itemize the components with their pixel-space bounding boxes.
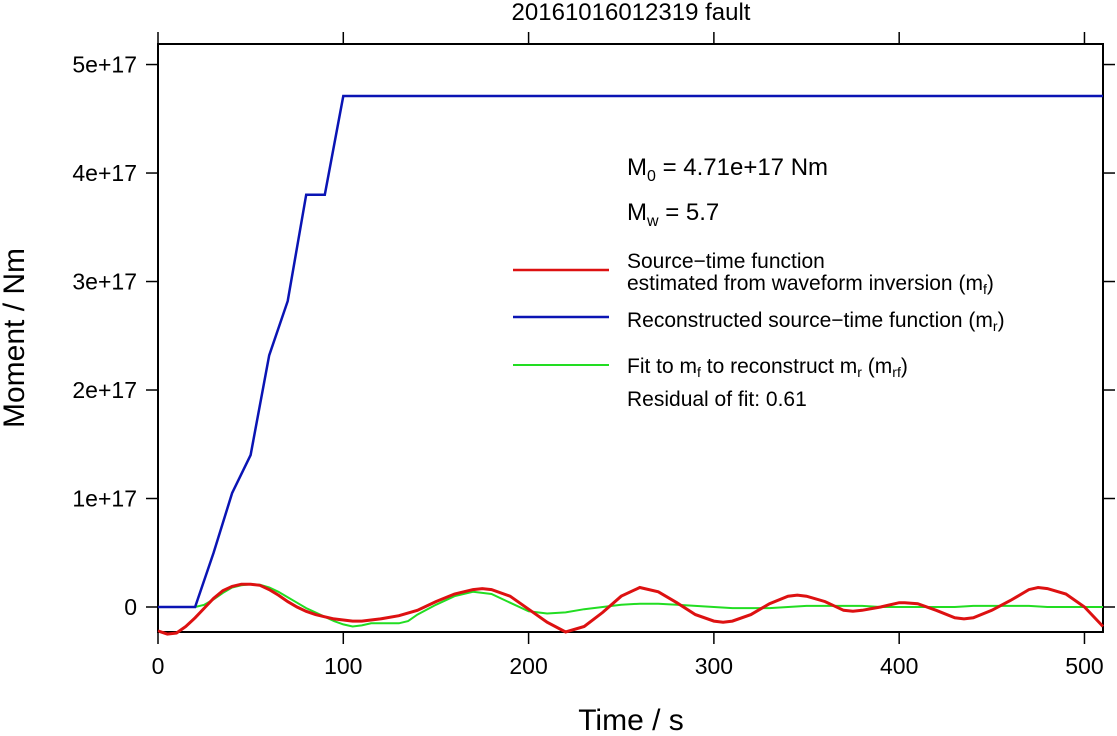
- x-tick-label: 400: [880, 653, 918, 679]
- y-axis-label: Moment / Nm: [0, 248, 31, 428]
- y-axis-ticks: 0 1e+17 2e+17 3e+17 4e+17 5e+17: [72, 52, 1115, 620]
- x-tick-label: 300: [695, 653, 733, 679]
- mw-annotation: Mw = 5.7: [627, 199, 719, 230]
- series-line-source-time-function: [157, 582, 1105, 636]
- y-tick-label: 2e+17: [72, 377, 137, 403]
- x-tick-label: 200: [509, 653, 547, 679]
- x-axis-label: Time / s: [578, 704, 684, 736]
- plot-frame: [157, 43, 1104, 633]
- series-layer: [157, 94, 1105, 636]
- residual-annotation: Residual of fit: 0.61: [627, 388, 807, 411]
- series-line-reconstructed: [158, 94, 1103, 609]
- m0-annotation: M0 = 4.71e+17 Nm: [627, 154, 828, 185]
- legend-label-red-line2: estimated from waveform inversion (mf): [627, 272, 994, 297]
- legend: Source−time function estimated from wave…: [513, 250, 1005, 411]
- y-tick-label: 3e+17: [72, 269, 137, 295]
- legend-label-green: Fit to mf to reconstruct mr (mrf): [627, 355, 908, 380]
- y-tick-label: 0: [124, 594, 137, 620]
- series-line-fit: [158, 583, 1103, 628]
- x-tick-label: 0: [152, 653, 165, 679]
- x-axis-ticks: 0 100 200 300 400 500: [152, 32, 1104, 679]
- x-tick-label: 500: [1065, 653, 1103, 679]
- y-tick-label: 5e+17: [72, 52, 137, 78]
- y-tick-label: 1e+17: [72, 486, 137, 512]
- legend-label-red-line1: Source−time function: [627, 250, 825, 273]
- y-tick-label: 4e+17: [72, 160, 137, 186]
- x-tick-label: 100: [324, 653, 362, 679]
- legend-label-blue: Reconstructed source−time function (mr): [627, 309, 1005, 334]
- chart-title: 20161016012319 fault: [512, 0, 751, 26]
